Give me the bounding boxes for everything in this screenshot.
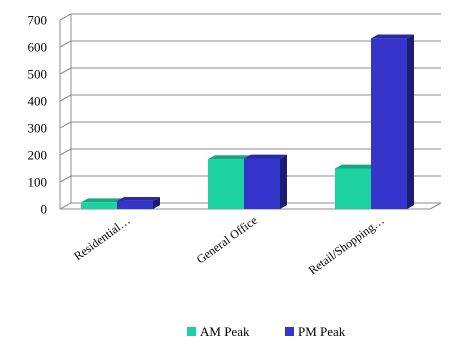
gridline-diag — [59, 175, 72, 183]
gridline-diag — [59, 148, 72, 156]
legend-label: PM Peak — [298, 324, 346, 339]
x-category-label: Residential… — [71, 213, 133, 263]
y-tick-label: 600 — [28, 40, 48, 55]
legend-label: AM Peak — [200, 324, 250, 339]
x-category-label: General Office — [194, 213, 260, 266]
gridline-diag — [59, 121, 72, 129]
bars — [81, 34, 414, 210]
gridline-diag — [59, 202, 72, 210]
bar-pm-peak-1 — [244, 154, 287, 209]
y-tick-label: 700 — [28, 13, 48, 28]
gridline-diag — [59, 13, 72, 21]
y-tick-label: 300 — [28, 121, 48, 136]
y-tick-label: 0 — [41, 202, 48, 217]
y-tick-label: 200 — [28, 148, 48, 163]
gridline-diag — [59, 94, 72, 102]
gridline-diag — [59, 40, 72, 48]
y-tick-label: 100 — [28, 175, 48, 190]
gridline-diag — [59, 67, 72, 75]
x-category-label: Retail/Shopping… — [306, 213, 387, 277]
legend-swatch — [285, 327, 294, 336]
legend-swatch — [187, 327, 196, 336]
y-tick-label: 500 — [28, 67, 48, 82]
y-axis-ticks: 0 100 200 300 400 500 600 700 — [28, 13, 48, 217]
floor-edge — [429, 202, 442, 210]
bar-am-peak-1 — [208, 155, 251, 209]
legend: AM Peak PM Peak — [187, 324, 346, 339]
bar-pm-peak-2 — [371, 34, 414, 210]
y-tick-label: 400 — [28, 94, 48, 109]
bar-pm-peak-0 — [117, 197, 160, 209]
x-axis-categories: Residential… General Office Retail/Shoppin… — [71, 213, 387, 277]
